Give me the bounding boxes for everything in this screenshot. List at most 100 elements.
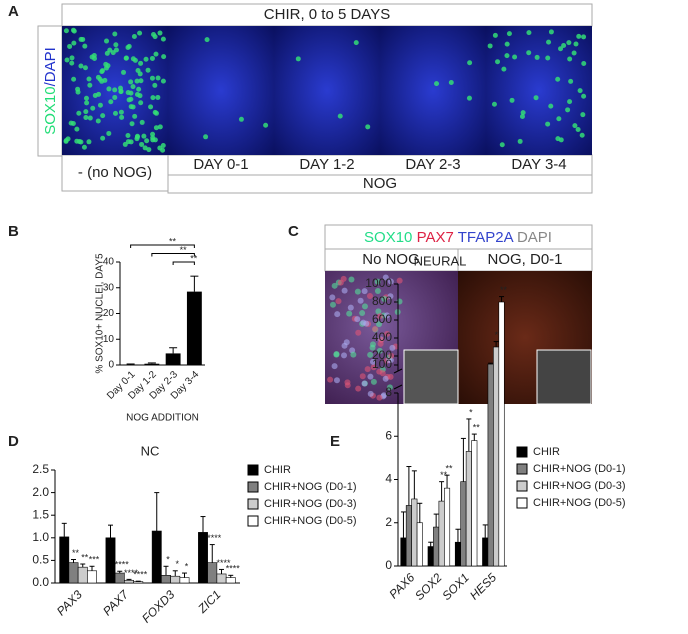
cell <box>134 78 140 84</box>
cell <box>386 357 393 364</box>
cell <box>567 56 573 62</box>
cell <box>238 116 244 122</box>
cell <box>545 55 551 61</box>
legend-label: CHIR+NOG (D0-5) <box>264 515 357 527</box>
cell <box>360 319 367 326</box>
cell <box>565 107 571 113</box>
cell <box>65 136 71 142</box>
significance-label: * <box>185 561 189 571</box>
cell <box>83 95 89 101</box>
cell <box>82 43 88 49</box>
x-tick-label: PAX6 <box>386 570 417 601</box>
panel-label: B <box>8 223 19 240</box>
cell <box>555 76 561 82</box>
x-tick-label: FOXD3 <box>139 587 177 625</box>
bar <box>161 575 171 584</box>
cell <box>155 94 161 100</box>
cell <box>546 39 552 45</box>
bar <box>216 573 227 584</box>
cell <box>367 373 374 380</box>
cell <box>74 126 80 132</box>
cell <box>355 329 362 336</box>
cell <box>128 79 134 85</box>
cell <box>387 373 394 380</box>
stain: SOX10 <box>42 86 59 134</box>
cell <box>354 316 361 323</box>
cell <box>81 144 87 150</box>
micrograph <box>380 26 486 155</box>
significance-label: * <box>469 407 473 417</box>
micrograph <box>274 26 380 155</box>
bar <box>165 353 181 365</box>
cell <box>361 380 368 387</box>
cell <box>139 141 145 147</box>
cell <box>128 104 134 110</box>
cell <box>512 54 518 60</box>
significance-label: **** <box>216 558 231 568</box>
cell <box>577 88 583 94</box>
cell <box>149 55 155 61</box>
significance-label: ** <box>495 330 503 340</box>
cell <box>369 344 376 351</box>
bar <box>400 537 407 567</box>
y-tick-label: 1000 <box>365 276 392 290</box>
cell <box>150 131 156 137</box>
y-tick-label: 40 <box>103 257 115 268</box>
bar <box>68 562 79 584</box>
bar <box>144 363 160 365</box>
legend-swatch <box>247 481 259 493</box>
cell <box>369 358 376 365</box>
cell <box>331 363 338 370</box>
chart-title: NC <box>141 443 160 458</box>
label-box <box>167 174 593 194</box>
cell <box>558 46 564 52</box>
y-tick-label: 8 <box>385 385 392 399</box>
cell <box>487 43 493 49</box>
cell <box>113 42 119 48</box>
cell <box>573 41 579 47</box>
significance-label: ** <box>81 552 89 562</box>
cell <box>76 110 82 116</box>
micrograph <box>486 26 592 155</box>
bar <box>77 566 88 584</box>
cell <box>92 56 98 62</box>
cell <box>150 137 156 143</box>
cell <box>376 321 383 328</box>
cell <box>138 100 144 106</box>
cell <box>119 114 125 120</box>
cell <box>387 293 394 300</box>
cell <box>370 364 377 371</box>
legend-swatch <box>516 446 528 458</box>
cell <box>138 60 144 66</box>
cell <box>118 109 124 115</box>
cell <box>566 40 572 46</box>
cell <box>353 40 359 46</box>
cell <box>86 76 92 82</box>
stain-header: SOX10 PAX7 TFAP2A DAPI <box>364 229 552 246</box>
cell <box>80 36 86 42</box>
cell <box>112 94 118 100</box>
cell <box>556 116 562 122</box>
significance-bracket <box>172 261 195 265</box>
x-tick-label: SOX1 <box>439 570 472 603</box>
bar <box>416 522 423 567</box>
cell <box>64 57 70 63</box>
y-axis-label: % SOX10+ NUCLEI, DAY5 <box>95 253 106 374</box>
bar <box>114 572 125 584</box>
significance-label: **** <box>226 564 241 574</box>
cell <box>121 69 127 75</box>
cell <box>379 370 386 377</box>
cell <box>337 113 343 119</box>
micrograph <box>168 26 274 155</box>
bar <box>405 505 412 567</box>
column-label: NOG, D0-1 <box>487 251 562 268</box>
bar <box>225 577 236 584</box>
cell <box>136 86 142 92</box>
cell <box>504 53 510 59</box>
cell <box>117 85 123 91</box>
cell <box>382 375 389 382</box>
bar <box>133 581 144 584</box>
cell <box>361 303 368 310</box>
cell <box>152 109 158 115</box>
cell <box>69 60 75 66</box>
